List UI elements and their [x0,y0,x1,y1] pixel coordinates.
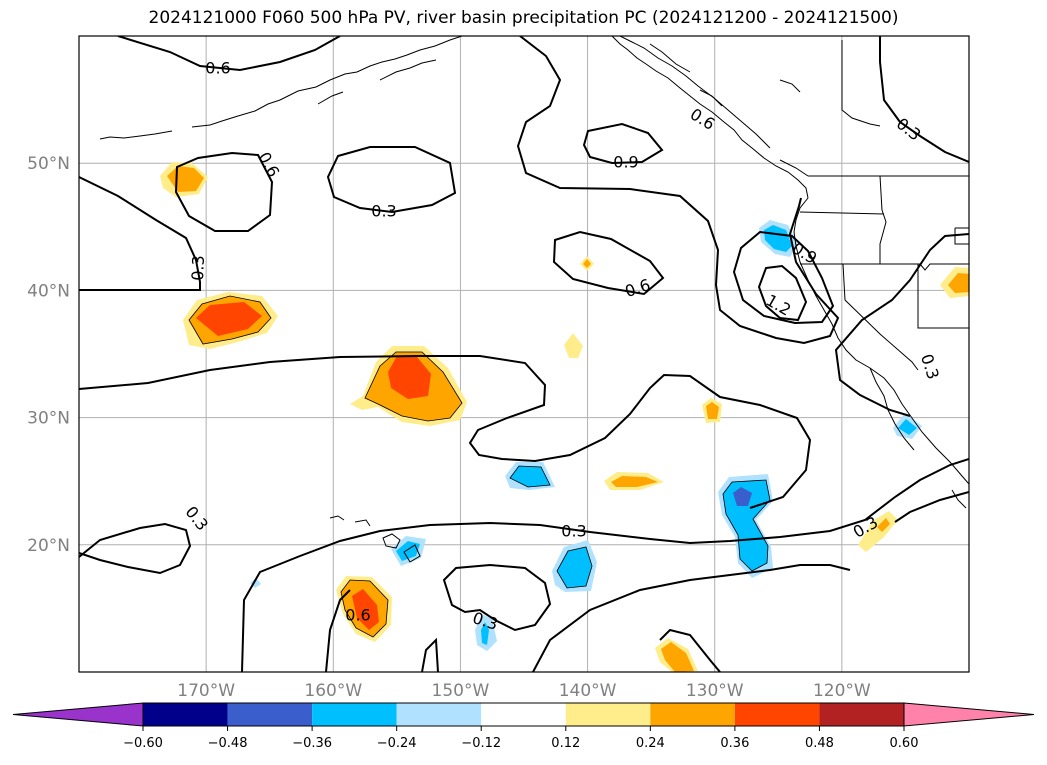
contour-label: 0.3 [470,608,500,634]
lon-tick-label: 170°W [177,681,235,701]
colorbar-segment [396,703,482,726]
shading-outlines [188,295,771,638]
colorbar-tick-label: −0.60 [123,736,163,751]
colorbar-segment [312,703,397,726]
colorbar-tick-label: 0.24 [636,736,665,751]
colorbar-tick-label: −0.12 [461,736,501,751]
precip-blob [583,259,591,268]
colorbar-tick-label: 0.12 [551,736,580,751]
contour-label: 0.6 [687,104,719,134]
colorbar-tick-label: 0.48 [805,736,834,751]
contour-label: 0.3 [371,202,396,221]
colorbar-extend-high [903,702,1035,727]
map-title: 2024121000 F060 500 hPa PV, river basin … [148,8,899,28]
colorbar-tick-label: 0.36 [720,736,749,751]
lat-tick-label: 20°N [27,536,70,556]
precip-blob [564,333,583,358]
lon-tick-label: 160°W [304,681,362,701]
lat-tick-label: 40°N [27,281,70,301]
precip-blob [733,487,752,506]
colorbar-segment [734,703,820,726]
colorbar-segment [481,703,566,726]
colorbar-segment [143,703,228,726]
contour-label: 0.6 [255,149,284,180]
precip-blob [877,518,890,532]
colorbar-extend-low [12,702,144,727]
precip-blob [481,622,489,645]
precip-blob [764,225,792,252]
colorbar-tick-label: −0.24 [377,736,417,751]
coastlines [99,36,969,563]
precip-blob [196,302,262,336]
precip-blob [388,356,431,399]
gridlines [79,36,969,672]
precip-blob [723,480,770,571]
precip-blob [557,547,592,588]
precip-shading [160,162,969,672]
lon-tick-label: 150°W [432,681,490,701]
contour-label: 0.3 [917,352,943,382]
precip-blob [661,642,694,672]
precip-blob [352,589,379,630]
colorbar-outline [142,702,905,727]
colorbar-segment [819,703,904,726]
colorbar-tick-label: −0.48 [208,736,248,751]
colorbar-segment [227,703,313,726]
pv-contours [79,36,969,672]
longitude-labels: 170°W 160°W 150°W 140°W 130°W 120°W [177,681,871,701]
lon-tick-label: 120°W [813,681,871,701]
precip-blob [898,419,917,435]
contour-label: 0.6 [345,606,370,625]
precip-blob [510,466,550,487]
lon-tick-label: 140°W [559,681,617,701]
latitude-labels: 50°N 40°N 30°N 20°N [27,154,70,556]
lat-tick-label: 30°N [27,409,70,429]
contour-label: 0.3 [561,522,586,541]
lon-tick-label: 130°W [686,681,744,701]
colorbar: −0.60 −0.48 −0.36 −0.24 −0.12 0.12 0.24 0.36 0.4… [12,702,1035,751]
contour-label: 0.3 [188,255,208,281]
contour-label: 1.2 [763,291,795,320]
contour-label: 0.6 [623,275,653,301]
precip-blob [611,476,658,487]
contour-labels: 0.60.60.30.30.90.60.91.20.6 0.30.30.3 0.30… [181,59,942,635]
precip-blob [948,273,969,293]
colorbar-tick-label: 0.60 [890,736,919,751]
lat-tick-label: 50°N [27,154,70,174]
contour-label: 0.9 [613,153,638,172]
colorbar-segment [650,703,735,726]
colorbar-segment [565,703,651,726]
colorbar-tick-label: −0.36 [292,736,332,751]
precip-blob [706,402,719,419]
contour-label: 0.6 [205,59,230,78]
map-frame [78,35,970,673]
